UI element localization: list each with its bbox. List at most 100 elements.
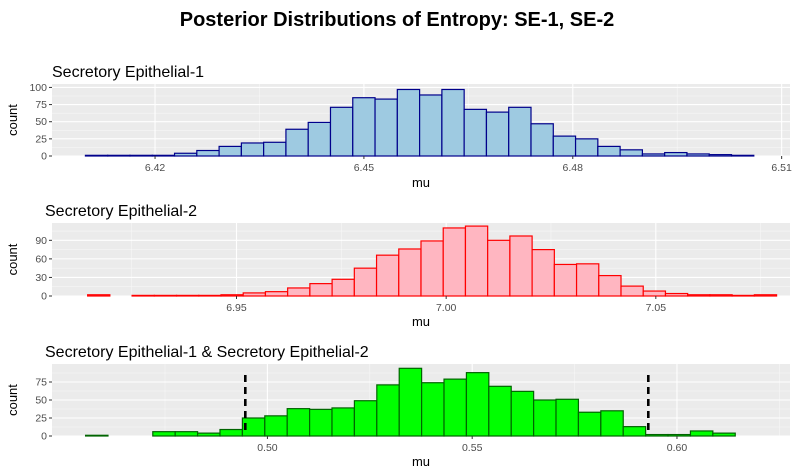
- y-tick-label: 0: [41, 431, 47, 443]
- histogram-bar: [175, 294, 200, 297]
- histogram-bar: [574, 138, 599, 157]
- y-tick-label: 75: [35, 377, 47, 389]
- x-tick-label: 6.95: [226, 302, 247, 314]
- y-tick-label: 30: [35, 272, 47, 284]
- histogram-bar: [285, 128, 309, 157]
- histogram-bar: [196, 432, 221, 437]
- x-tick-label: 7.05: [646, 302, 667, 314]
- histogram-bar: [443, 378, 468, 437]
- y-tick-label: 0: [41, 291, 47, 303]
- histogram-bar: [153, 294, 178, 297]
- histogram-bar: [530, 123, 554, 157]
- panel-1: 6.42 6.45 6.48 6.51 0 25 50 75 100 Secretory Epit…: [5, 64, 792, 190]
- histogram-bar: [131, 294, 155, 297]
- histogram-bar: [398, 248, 422, 297]
- histogram-bar: [510, 390, 535, 437]
- histogram-bar: [353, 400, 378, 437]
- x-tick-label: 0.55: [462, 442, 483, 454]
- histogram-bar: [87, 294, 111, 297]
- histogram-bar: [488, 385, 512, 437]
- histogram-bar: [286, 408, 311, 437]
- histogram-bar: [441, 88, 465, 157]
- x-tick-label: 6.45: [354, 162, 375, 174]
- histogram-bar: [600, 410, 624, 437]
- y-axis-label: count: [5, 384, 20, 416]
- x-tick-label: 6.42: [145, 162, 166, 174]
- y-tick-label: 90: [35, 235, 47, 247]
- histogram-bar: [664, 151, 688, 157]
- histogram-bar: [173, 152, 198, 157]
- histogram-bar: [712, 432, 736, 437]
- histogram-bar: [509, 235, 533, 297]
- x-axis-label: mu: [412, 454, 430, 469]
- histogram-bar: [687, 294, 711, 297]
- histogram-bar: [152, 431, 176, 437]
- histogram-bar: [597, 145, 621, 157]
- histogram-bar: [307, 121, 332, 157]
- histogram-bar: [84, 154, 109, 157]
- histogram-bar: [196, 149, 220, 157]
- histogram-bar: [264, 415, 288, 437]
- histogram-bar: [331, 407, 356, 437]
- histogram-bar: [264, 291, 289, 297]
- histogram-bar: [487, 239, 511, 297]
- histogram-bar: [219, 428, 243, 437]
- histogram-bar: [242, 292, 267, 297]
- panel-3: 0.50 0.55 0.60 0 25 50 75 Secretory Epithelial-…: [5, 344, 790, 469]
- panel-subtitle: Secretory Epithelial-1: [52, 64, 204, 81]
- page-title: Posterior Distributions of Entropy: SE-1…: [179, 9, 615, 31]
- histogram-bar: [645, 433, 669, 437]
- histogram-bar: [151, 154, 176, 157]
- x-axis-label: mu: [412, 314, 430, 329]
- histogram-bar: [421, 382, 445, 437]
- x-tick-label: 0.50: [257, 442, 278, 454]
- histogram-bar: [465, 372, 490, 437]
- histogram-bar: [220, 294, 244, 297]
- histogram-bar: [575, 263, 600, 297]
- panel-subtitle: Secretory Epithelial-1 & Secretory Epith…: [45, 344, 369, 361]
- histogram-bar: [620, 285, 644, 297]
- histogram-bar: [533, 399, 557, 437]
- histogram-bar: [485, 111, 510, 157]
- histogram-bar: [396, 88, 421, 157]
- histogram-bar: [287, 287, 311, 297]
- histogram-bar: [107, 154, 131, 157]
- histogram-bar: [420, 240, 444, 297]
- histogram-bar: [642, 290, 667, 297]
- x-tick-label: 6.51: [771, 162, 792, 174]
- histogram-bar: [555, 398, 580, 437]
- y-tick-label: 50: [35, 395, 47, 407]
- histogram-bar: [129, 154, 153, 157]
- y-tick-label: 25: [35, 413, 47, 425]
- histogram-bar: [198, 294, 222, 297]
- histogram-bar: [376, 384, 400, 437]
- x-tick-label: 6.48: [563, 162, 584, 174]
- histogram-bar: [309, 283, 333, 297]
- x-tick-label: 0.60: [667, 442, 688, 454]
- histogram-bar: [667, 433, 692, 437]
- histogram-bar: [84, 434, 109, 437]
- y-tick-label: 50: [35, 116, 47, 128]
- histogram-bar: [374, 98, 398, 157]
- y-tick-label: 25: [35, 133, 47, 145]
- histogram-bar: [331, 278, 355, 297]
- histogram-bar: [731, 294, 755, 297]
- histogram-bar: [577, 411, 602, 437]
- histogram-bar: [464, 225, 489, 297]
- histogram-bar: [442, 227, 467, 297]
- histogram-bar: [552, 135, 577, 157]
- y-axis-label: count: [5, 104, 20, 136]
- histogram-bar: [240, 142, 265, 157]
- histogram-bar: [622, 426, 647, 437]
- y-tick-label: 100: [29, 82, 47, 94]
- y-tick-label: 0: [41, 151, 47, 163]
- histogram-bar: [508, 106, 532, 157]
- histogram-bar: [553, 263, 578, 297]
- panel-subtitle: Secretory Epithelial-2: [45, 203, 197, 220]
- histogram-bar: [419, 94, 443, 157]
- histogram-bar: [753, 294, 778, 297]
- x-axis-label: mu: [412, 175, 430, 190]
- histogram-bar: [352, 97, 376, 157]
- histogram-bar: [174, 431, 199, 437]
